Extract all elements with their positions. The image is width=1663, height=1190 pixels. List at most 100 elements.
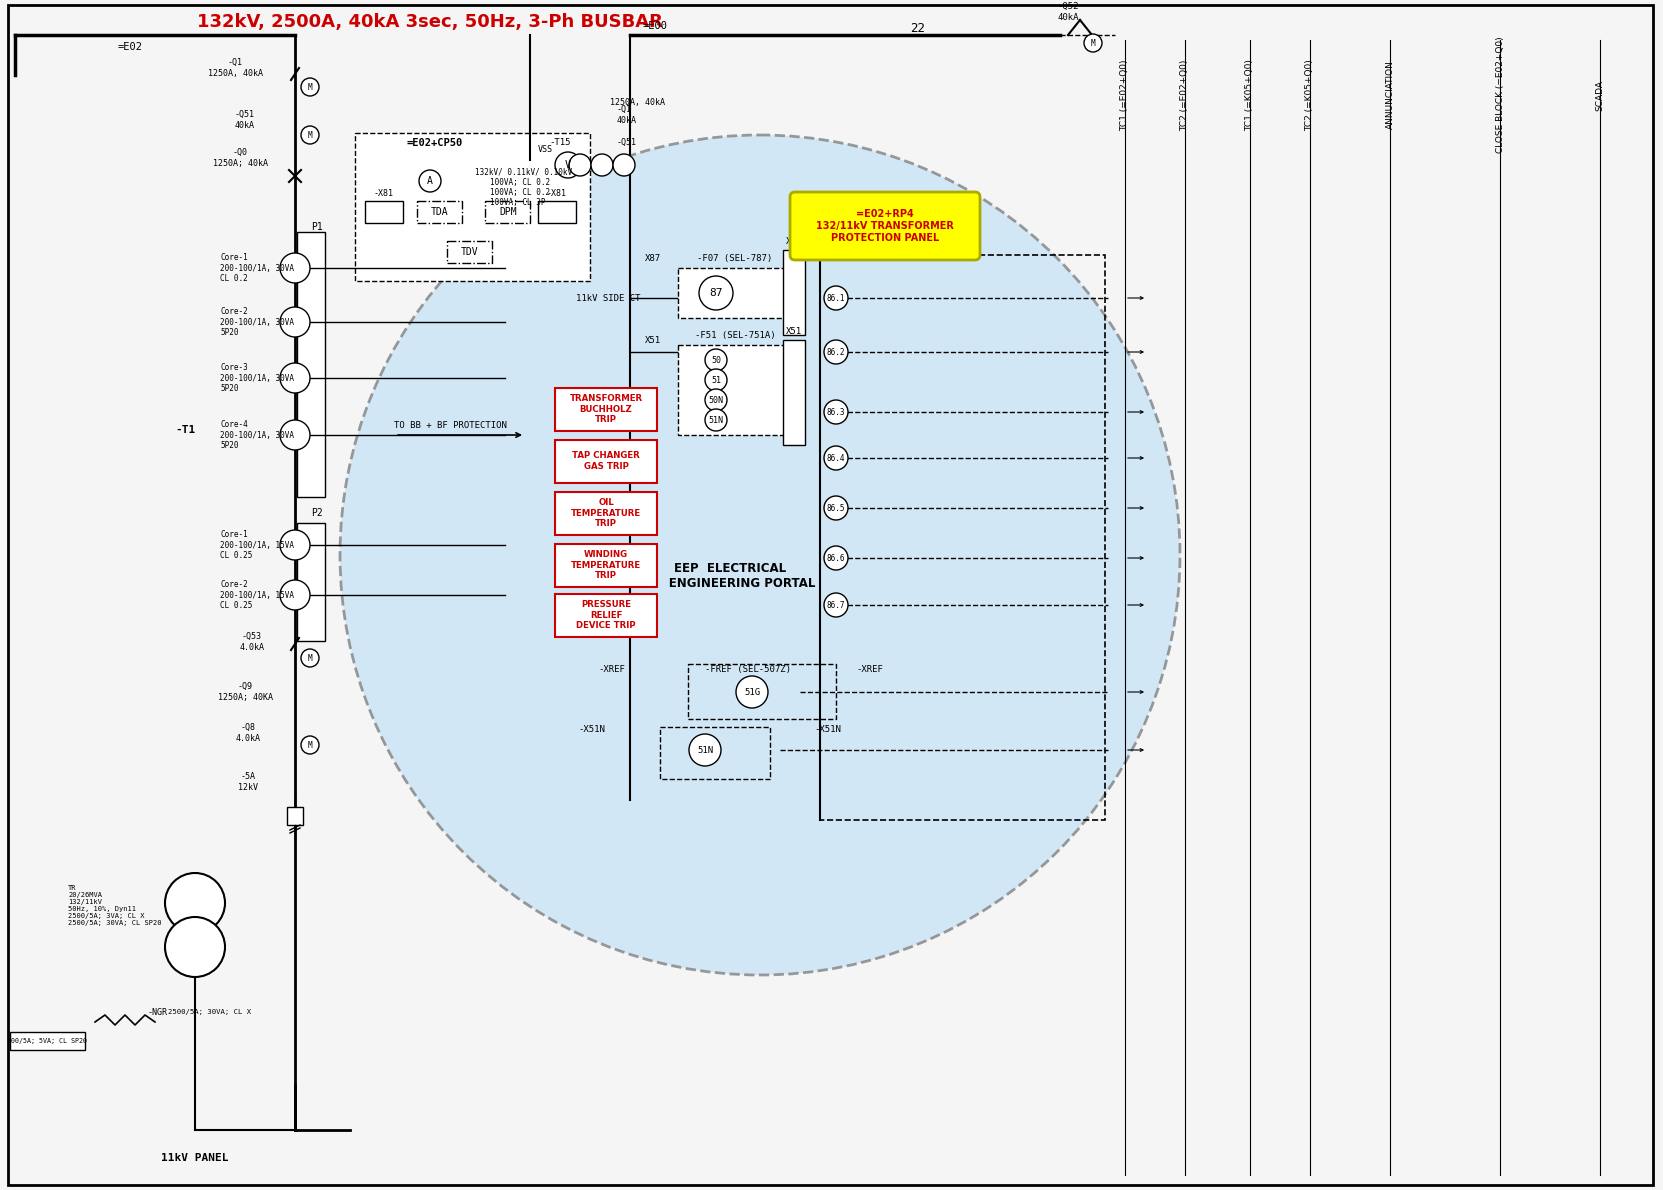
Text: ANNUNCIATION: ANNUNCIATION bbox=[1385, 61, 1395, 130]
Circle shape bbox=[823, 286, 848, 311]
Bar bbox=[679, 345, 793, 436]
Text: 87: 87 bbox=[708, 288, 723, 298]
Text: =E02: =E02 bbox=[118, 42, 143, 52]
Text: 51N: 51N bbox=[708, 415, 723, 425]
Text: 1250A, 40kA: 1250A, 40kA bbox=[610, 98, 665, 106]
Circle shape bbox=[823, 593, 848, 616]
Circle shape bbox=[590, 154, 614, 176]
Circle shape bbox=[823, 340, 848, 364]
Circle shape bbox=[705, 369, 727, 392]
Circle shape bbox=[823, 446, 848, 470]
Text: -Q1
40kA: -Q1 40kA bbox=[617, 105, 637, 125]
Text: A: A bbox=[427, 176, 432, 186]
Text: 51N: 51N bbox=[697, 745, 713, 754]
Bar bbox=[539, 201, 575, 223]
Text: TR
20/26MVA
132/11kV
50Hz, 10%, Dyn11
2500/5A; 3VA; CL X
2500/5A; 30VA; CL SP20: TR 20/26MVA 132/11kV 50Hz, 10%, Dyn11 25… bbox=[68, 884, 161, 926]
Text: VSS: VSS bbox=[537, 144, 552, 154]
Text: TRANSFORMER
BUCHHOLZ
TRIP: TRANSFORMER BUCHHOLZ TRIP bbox=[569, 394, 642, 424]
Text: -FREF (SEL-507Z): -FREF (SEL-507Z) bbox=[705, 664, 792, 674]
Text: -F07 (SEL-787): -F07 (SEL-787) bbox=[697, 253, 773, 263]
Text: -X51N: -X51N bbox=[815, 725, 841, 733]
Circle shape bbox=[555, 152, 580, 178]
Text: =E00: =E00 bbox=[644, 21, 669, 31]
Text: 132kV/ 0.11kV/ 0.10kV: 132kV/ 0.11kV/ 0.10kV bbox=[476, 168, 572, 176]
Text: Core-4
200-100/1A, 30VA
5P20: Core-4 200-100/1A, 30VA 5P20 bbox=[220, 420, 294, 450]
Circle shape bbox=[737, 676, 768, 708]
Circle shape bbox=[279, 253, 309, 283]
Text: PRESSURE
RELIEF
DEVICE TRIP: PRESSURE RELIEF DEVICE TRIP bbox=[575, 600, 635, 630]
Circle shape bbox=[279, 580, 309, 610]
Text: 86.2: 86.2 bbox=[827, 347, 845, 357]
Text: TC2 (=K05+Q0): TC2 (=K05+Q0) bbox=[1305, 60, 1314, 131]
FancyBboxPatch shape bbox=[790, 192, 980, 259]
Bar bbox=[555, 544, 657, 587]
Text: TDV: TDV bbox=[461, 248, 479, 257]
Bar bbox=[364, 201, 402, 223]
Circle shape bbox=[823, 546, 848, 570]
Text: 51: 51 bbox=[712, 376, 722, 384]
Text: -Q9
1250A; 40KA: -Q9 1250A; 40KA bbox=[218, 682, 273, 702]
Circle shape bbox=[165, 873, 225, 933]
Text: -F51 (SEL-751A): -F51 (SEL-751A) bbox=[695, 331, 775, 339]
Text: 11kV SIDE CT: 11kV SIDE CT bbox=[575, 294, 640, 302]
Circle shape bbox=[165, 917, 225, 977]
Text: TO BB + BF PROTECTION: TO BB + BF PROTECTION bbox=[394, 420, 507, 430]
Text: =E02+CP50: =E02+CP50 bbox=[407, 138, 462, 148]
Text: EEP  ELECTRICAL
      ENGINEERING PORTAL: EEP ELECTRICAL ENGINEERING PORTAL bbox=[644, 562, 815, 590]
Circle shape bbox=[279, 363, 309, 393]
Bar bbox=[688, 664, 836, 719]
Circle shape bbox=[823, 496, 848, 520]
Circle shape bbox=[705, 349, 727, 371]
Text: -T15: -T15 bbox=[549, 138, 570, 146]
Bar bbox=[555, 388, 657, 431]
Text: 51G: 51G bbox=[743, 688, 760, 696]
Text: 22: 22 bbox=[911, 21, 926, 35]
Text: 50N: 50N bbox=[708, 395, 723, 405]
Text: Core-3
200-100/1A, 30VA
5P20: Core-3 200-100/1A, 30VA 5P20 bbox=[220, 363, 294, 393]
Circle shape bbox=[569, 154, 590, 176]
Text: -5A
12kV: -5A 12kV bbox=[238, 772, 258, 791]
Text: -X51N: -X51N bbox=[579, 725, 605, 733]
Circle shape bbox=[301, 649, 319, 668]
Bar bbox=[486, 201, 530, 223]
Text: WINDING
TEMPERATURE
TRIP: WINDING TEMPERATURE TRIP bbox=[570, 550, 640, 580]
Text: DPM: DPM bbox=[499, 207, 517, 217]
Text: 86.3: 86.3 bbox=[827, 407, 845, 416]
Text: TC1 (=K05+Q0): TC1 (=K05+Q0) bbox=[1246, 60, 1254, 131]
Text: 50: 50 bbox=[712, 356, 722, 364]
Bar bbox=[555, 491, 657, 536]
Text: 100VA; CL 0.2: 100VA; CL 0.2 bbox=[491, 188, 550, 196]
Circle shape bbox=[1084, 35, 1103, 52]
Text: -Q51
40kA: -Q51 40kA bbox=[234, 111, 254, 130]
Circle shape bbox=[705, 409, 727, 431]
Text: P2: P2 bbox=[311, 508, 323, 518]
Text: 86.6: 86.6 bbox=[827, 553, 845, 563]
Bar bbox=[555, 440, 657, 483]
Text: X87: X87 bbox=[645, 253, 662, 263]
Text: M: M bbox=[308, 82, 313, 92]
Text: -NGR: -NGR bbox=[148, 1008, 168, 1016]
Circle shape bbox=[279, 530, 309, 560]
Circle shape bbox=[698, 276, 733, 311]
Bar bbox=[679, 268, 793, 318]
Text: -Q0
1250A; 40kA: -Q0 1250A; 40kA bbox=[213, 149, 268, 168]
Bar bbox=[298, 232, 324, 497]
Text: M: M bbox=[308, 740, 313, 750]
Text: -Q8
4.0kA: -Q8 4.0kA bbox=[236, 724, 261, 743]
Bar bbox=[417, 201, 462, 223]
Circle shape bbox=[823, 400, 848, 424]
Circle shape bbox=[279, 307, 309, 337]
Bar bbox=[783, 340, 805, 445]
Bar bbox=[660, 727, 770, 779]
Text: -XREF: -XREF bbox=[599, 664, 625, 674]
Text: 86.1: 86.1 bbox=[827, 294, 845, 302]
Text: -Q52
40kA: -Q52 40kA bbox=[1058, 2, 1079, 21]
Circle shape bbox=[301, 735, 319, 754]
Text: M: M bbox=[308, 131, 313, 139]
Text: V: V bbox=[565, 159, 570, 170]
Circle shape bbox=[301, 79, 319, 96]
Text: SCADA: SCADA bbox=[1595, 80, 1605, 111]
Text: -X81: -X81 bbox=[374, 188, 394, 198]
Text: 86.4: 86.4 bbox=[827, 453, 845, 463]
Bar bbox=[288, 807, 303, 825]
